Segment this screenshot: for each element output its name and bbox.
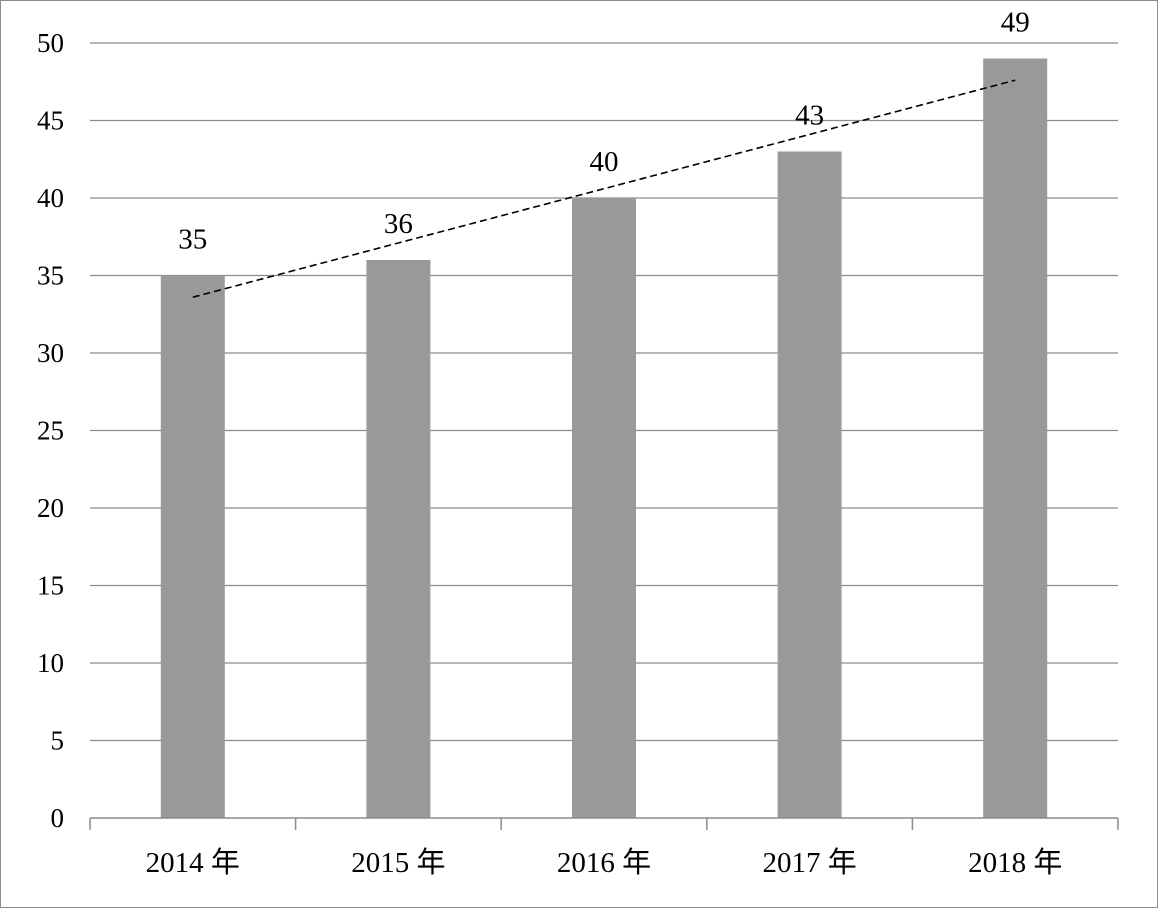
y-tick-label: 30 (37, 338, 64, 368)
bars (160, 58, 1048, 818)
x-tick-label: 2017 年 (762, 846, 856, 879)
y-tick-label: 25 (37, 416, 64, 446)
data-label: 43 (795, 100, 824, 132)
data-label: 40 (590, 146, 619, 178)
data-label: 35 (178, 224, 207, 256)
y-tick-label: 15 (37, 571, 64, 601)
x-tick-label: 2014 年 (146, 846, 240, 879)
y-tick-label: 0 (51, 803, 65, 833)
bar (160, 275, 225, 818)
trendline (192, 79, 1016, 298)
y-tick-label: 35 (37, 261, 64, 291)
x-tick-label: 2015 年 (351, 846, 445, 879)
x-tick-label: 2016 年 (557, 846, 651, 879)
labels: 0 5 10 15 20 25 30 35 40 45 50 35 2014 年 36 2015 年 40 20… (37, 7, 1062, 880)
y-tick-label: 20 (37, 493, 64, 523)
bar (572, 198, 636, 818)
gridlines (90, 42, 1118, 742)
data-label: 49 (1001, 7, 1030, 39)
x-tick-label: 2018 年 (968, 846, 1062, 879)
y-tick-label: 40 (37, 183, 64, 213)
y-tick-label: 5 (51, 726, 65, 756)
bar (983, 58, 1048, 818)
data-label: 36 (384, 208, 413, 240)
bar (777, 151, 842, 818)
y-tick-label: 50 (37, 28, 64, 58)
trendline-group (192, 79, 1016, 298)
x-axis (89, 817, 1119, 830)
bar (366, 260, 431, 818)
y-tick-label: 45 (37, 106, 64, 136)
y-tick-label: 10 (37, 648, 64, 678)
